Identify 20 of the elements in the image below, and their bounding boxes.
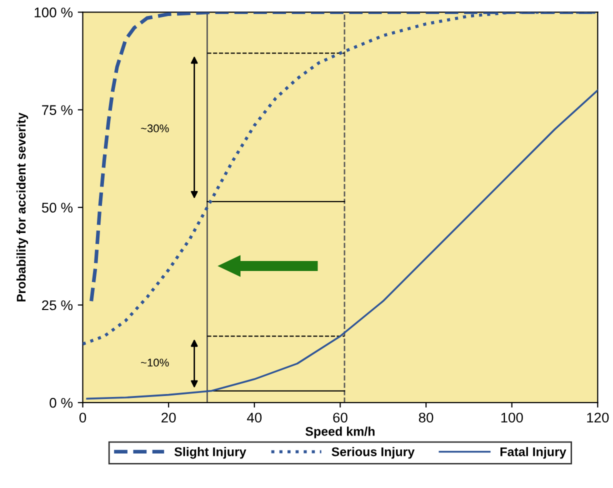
y-tick-label: 100 % — [34, 8, 73, 18]
y-tick-label: 75 % — [42, 105, 73, 115]
x-axis-title: Speed km/h — [305, 426, 375, 438]
x-tick-label: 80 — [418, 412, 434, 423]
x-tick-label: 100 — [501, 412, 523, 423]
x-tick-label: 40 — [246, 412, 262, 423]
annotation: ~30% — [140, 124, 169, 132]
y-axis-title: Probability for accident severity — [16, 112, 28, 302]
x-tick-label: 20 — [162, 412, 176, 423]
x-tick-label: 120 — [587, 412, 609, 423]
annotation: ~10% — [140, 358, 169, 367]
legend-label: Fatal Injury — [500, 447, 566, 459]
line-series — [86, 89, 598, 400]
y-tick-label: 0 % — [50, 398, 73, 408]
y-tick-label: 25 % — [42, 300, 73, 310]
y-tick-label: 50 % — [42, 202, 73, 213]
x-tick-label: 60 — [333, 412, 348, 423]
legend-label: Serious Injury — [332, 447, 415, 459]
legend-label: Slight Injury — [174, 447, 246, 459]
x-tick-label: 0 — [79, 412, 86, 423]
